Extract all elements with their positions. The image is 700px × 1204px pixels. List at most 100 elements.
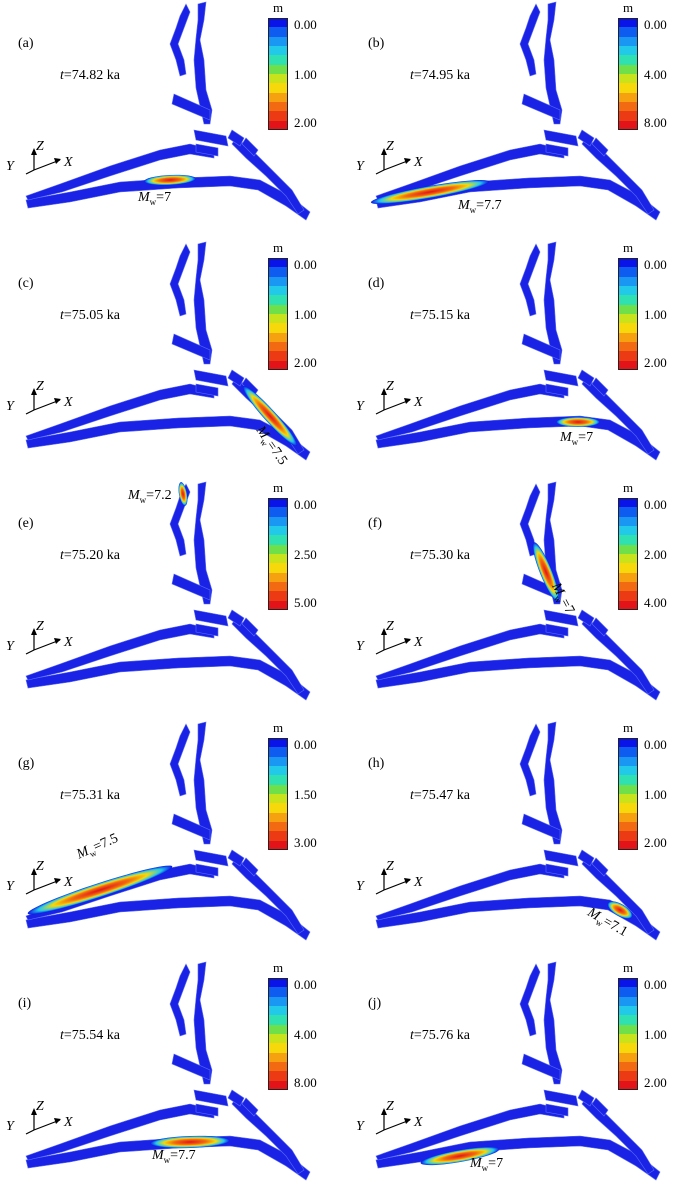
colorbar-tick: 3.00 — [294, 835, 317, 850]
fault-segment — [543, 1089, 579, 1107]
colorbar-tick: 1.00 — [294, 67, 317, 82]
time-label: t=75.76 ka — [410, 1028, 470, 1043]
axis-label-x: X — [63, 875, 73, 890]
fault-segment — [543, 961, 563, 1085]
colorbar-unit: m — [622, 0, 634, 15]
fault-segment — [193, 369, 229, 387]
time-label: t=74.82 ka — [60, 68, 120, 83]
colorbar-frame — [268, 978, 288, 1090]
colorbar-frame — [268, 738, 288, 850]
fault-segment — [171, 573, 211, 601]
fault-segment — [169, 3, 191, 77]
time-label: t=74.95 ka — [410, 68, 470, 83]
fault-segment — [543, 721, 563, 845]
magnitude-label: Mw=7.7 — [152, 1148, 196, 1165]
fault-segment — [193, 849, 229, 867]
magnitude-label: Mw=7.7 — [458, 198, 502, 215]
fault-segment — [519, 963, 541, 1037]
panel-b: Z X Y (b) t=74.95 ka m 0.00 4.00 8.00 Mw=7.7 — [350, 0, 700, 240]
fault-segment — [171, 1053, 211, 1081]
fault-segment — [227, 849, 245, 867]
panel-label: (j) — [368, 996, 382, 1011]
fault-segment — [521, 333, 561, 361]
fault-segment — [581, 617, 655, 695]
axis-label-x: X — [413, 155, 423, 170]
colorbar-tick: 4.00 — [644, 67, 667, 82]
fault-segment — [545, 1103, 569, 1117]
colorbar-tick: 0.00 — [294, 497, 317, 512]
fault-segment — [193, 481, 213, 605]
fault-segment — [577, 1089, 595, 1107]
colorbar-frame — [618, 18, 638, 130]
fault-segment — [545, 143, 569, 157]
colorbar-unit: m — [272, 0, 284, 15]
time-label: t=75.47 ka — [410, 788, 470, 803]
coordinate-axes: Z X Y — [356, 619, 423, 655]
fault-segment — [241, 1097, 259, 1117]
fault-segment — [543, 849, 579, 867]
fault-model: Z X Y — [356, 241, 661, 461]
fault-segment — [581, 377, 655, 455]
colorbar-frame — [268, 498, 288, 610]
fault-segment — [543, 369, 579, 387]
fault-model: Z X Y — [6, 481, 311, 701]
axis-label-x: X — [63, 395, 73, 410]
fault-segment — [581, 1097, 655, 1175]
colorbar-tick: 0.00 — [644, 257, 667, 272]
fault-segment — [519, 3, 541, 77]
panel-i: Z X Y (i) t=75.54 ka m 0.00 4.00 8.00 Mw=7.7 — [0, 960, 350, 1200]
fault-segment — [25, 383, 215, 441]
fault-segment — [375, 415, 661, 461]
time-label: t=75.54 ka — [60, 1028, 120, 1043]
colorbar-tick: 2.00 — [644, 835, 667, 850]
axis-label-x: X — [413, 395, 423, 410]
fault-segment — [169, 243, 191, 317]
rupture-slip-patch — [420, 1146, 500, 1166]
fault-segment — [25, 1103, 215, 1161]
magnitude-label: Mw=7 — [470, 1156, 504, 1173]
fault-segment — [195, 143, 219, 157]
axis-label-x: X — [63, 155, 73, 170]
panel-label: (c) — [18, 276, 34, 291]
fault-segment — [577, 849, 595, 867]
fault-segment — [543, 609, 579, 627]
colorbar-tick: 0.00 — [644, 17, 667, 32]
fault-segment — [375, 383, 565, 441]
colorbar-tick: 0.00 — [294, 737, 317, 752]
axis-label-x: X — [413, 1115, 423, 1130]
coordinate-axes: Z X Y — [6, 379, 73, 415]
axis-label-y: Y — [6, 879, 16, 894]
fault-segment — [231, 617, 305, 695]
fault-segment — [25, 415, 311, 461]
panel-a: Z X Y (a) t=74.82 ka m 0.00 1.00 2.00 Mw=7 — [0, 0, 350, 240]
panel-f: Z X Y (f) t=75.30 ka m 0.00 2.00 4.00 Mw=7 — [350, 480, 700, 720]
panel-label: (h) — [368, 756, 385, 771]
panel-label: (a) — [18, 36, 34, 51]
panel-j: Z X Y (j) t=75.76 ka m 0.00 1.00 2.00 Mw=7 — [350, 960, 700, 1200]
fault-model: Z X Y — [356, 721, 661, 941]
fault-segment — [581, 857, 655, 935]
fault-segment — [521, 813, 561, 841]
time-label: t=75.05 ka — [60, 308, 120, 323]
fault-model: Z X Y — [6, 1, 311, 221]
panel-label: (b) — [368, 36, 385, 51]
fault-segment — [521, 93, 561, 121]
coordinate-axes: Z X Y — [6, 859, 73, 895]
rupture-slip-patch — [144, 174, 196, 186]
fault-segment — [543, 1, 563, 125]
fault-segment — [25, 143, 215, 201]
axis-label-y: Y — [356, 399, 366, 414]
fault-segment — [231, 857, 305, 935]
axis-label-y: Y — [6, 639, 16, 654]
coordinate-axes: Z X Y — [6, 619, 73, 655]
colorbar-tick: 0.00 — [294, 17, 317, 32]
coordinate-axes: Z X Y — [6, 1099, 73, 1135]
axis-label-x: X — [63, 1115, 73, 1130]
colorbar-frame — [268, 18, 288, 130]
panel-d: Z X Y (d) t=75.15 ka m 0.00 1.00 2.00 Mw=7 — [350, 240, 700, 480]
axis-label-x: X — [413, 875, 423, 890]
fault-segment — [195, 623, 219, 637]
colorbar-unit: m — [272, 480, 284, 495]
fault-segment — [545, 623, 569, 637]
colorbar-tick: 0.00 — [294, 257, 317, 272]
